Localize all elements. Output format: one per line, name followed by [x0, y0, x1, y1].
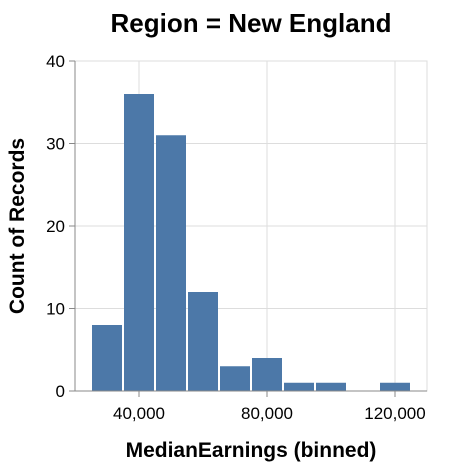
histogram-bar: [284, 382, 314, 391]
x-tick-label: 80,000: [241, 404, 293, 423]
y-axis-title: Count of Records: [6, 138, 29, 314]
histogram-bar: [156, 135, 186, 391]
y-tick-label: 10: [46, 300, 65, 319]
x-tick-label: 40,000: [113, 404, 165, 423]
bars: [92, 94, 410, 391]
x-axis-title: MedianEarnings (binned): [126, 439, 377, 462]
histogram-bar: [316, 382, 346, 391]
histogram-bar: [188, 292, 218, 391]
chart-title: Region = New England: [111, 8, 392, 38]
histogram-bar: [252, 358, 282, 391]
y-tick-label: 20: [46, 217, 65, 236]
y-tick-label: 40: [46, 52, 65, 71]
histogram-bar: [220, 366, 250, 391]
x-tick-label: 120,000: [364, 404, 425, 423]
histogram-bar: [124, 94, 154, 391]
histogram-bar: [380, 382, 410, 391]
axes: 0 10 20 30 40 40,000 80,000 120,000: [46, 52, 427, 423]
y-tick-label: 30: [46, 135, 65, 154]
y-tick-label: 0: [56, 382, 65, 401]
histogram-bar: [92, 325, 122, 391]
